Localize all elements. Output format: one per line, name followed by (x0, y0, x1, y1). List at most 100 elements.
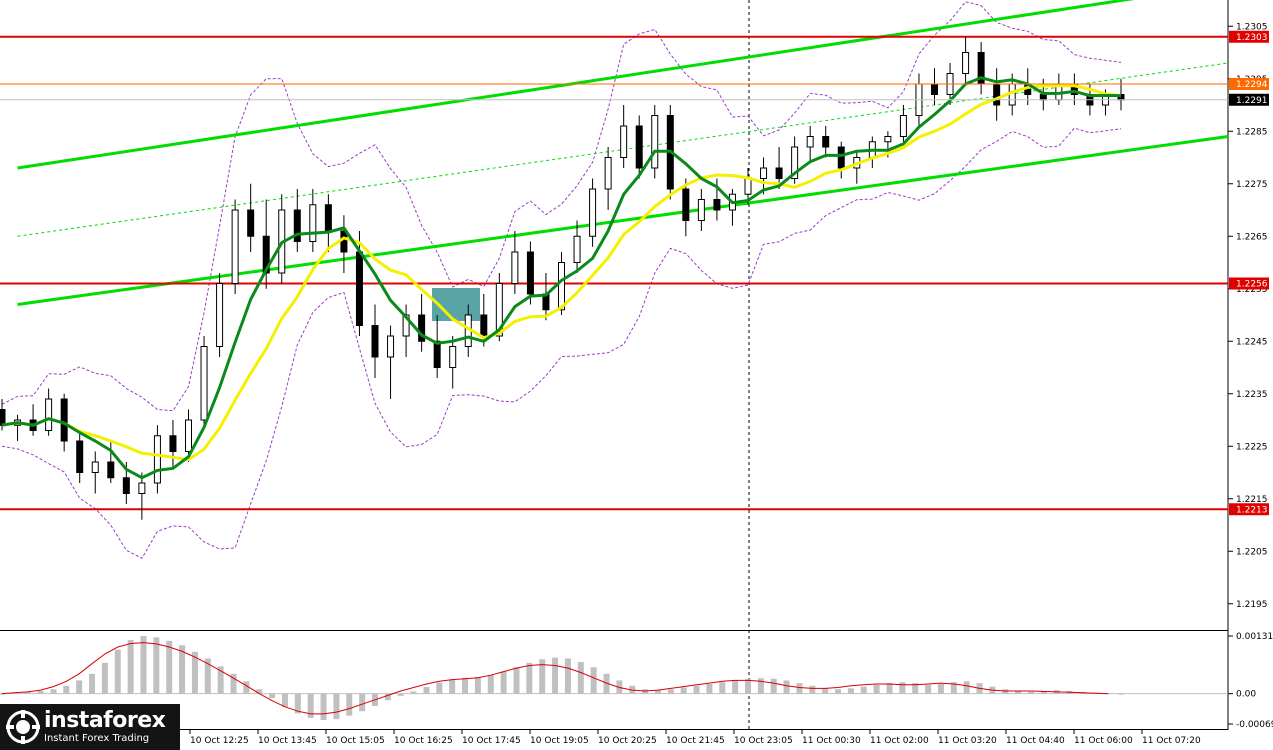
candle (791, 136, 799, 184)
candle-body (589, 188, 597, 237)
histogram-bar (937, 683, 944, 694)
histogram-bar (217, 666, 224, 694)
main-panel: 1.23051.22951.22851.22751.22651.22551.22… (0, 0, 1269, 730)
candle-body (309, 204, 317, 242)
time-tick-label: 11 Oct 06:00 (1074, 736, 1133, 746)
candle-body (775, 167, 783, 179)
price-badge-label: 1.2294 (1236, 80, 1268, 90)
price-badge-label: 1.2291 (1236, 96, 1268, 106)
brand-tagline: Instant Forex Trading (44, 733, 150, 744)
histogram-bar (552, 657, 559, 694)
time-tick-label: 10 Oct 13:45 (258, 736, 317, 746)
candle (697, 189, 705, 231)
candle-body (713, 199, 721, 211)
candle-body (0, 409, 6, 426)
candle (651, 105, 659, 179)
candle-body (558, 262, 565, 311)
candle-body (293, 209, 301, 242)
time-tick-label: 10 Oct 15:05 (326, 736, 385, 746)
histogram-bar (539, 659, 546, 694)
candle-body (511, 251, 519, 284)
histogram-bar (1118, 693, 1124, 695)
candle-body (651, 115, 659, 169)
histogram-bar (719, 682, 726, 694)
time-tick-label: 11 Oct 03:20 (938, 736, 997, 746)
price-tick-label: 1.2285 (1236, 127, 1268, 137)
price-tick-label: 1.2215 (1236, 495, 1268, 505)
candle-body (247, 209, 255, 237)
price-tick-label: 1.2305 (1236, 22, 1268, 32)
candle (573, 220, 581, 273)
support-resistance-levels: 1.2303 1.2256 1.2213 (0, 30, 1269, 516)
candle-body (604, 157, 612, 190)
candle (231, 199, 239, 294)
time-tick-label: 10 Oct 23:05 (734, 736, 793, 746)
histogram-bar (1105, 693, 1112, 695)
fast-moving-average (1, 76, 1122, 480)
time-tick-label: 11 Oct 02:00 (870, 736, 929, 746)
candle-body (760, 167, 768, 179)
histogram-bar (462, 677, 469, 694)
candle-body (324, 204, 332, 232)
histogram-bar (500, 671, 507, 694)
histogram-bar (757, 678, 764, 694)
price-tick-label: 1.2255 (1236, 285, 1268, 295)
brand-logo: instaforex Instant Forex Trading (0, 704, 180, 750)
slow-moving-average (1, 84, 1122, 462)
candle-body (169, 435, 177, 452)
histogram-bar (667, 689, 674, 694)
candle (806, 126, 814, 163)
histogram-bar (886, 683, 893, 694)
histogram-bar (204, 658, 211, 694)
histogram-bar (487, 675, 494, 694)
moving-averages (1, 76, 1122, 480)
histogram-bar (963, 681, 970, 694)
histogram-bar (732, 680, 739, 694)
time-axis-ticks: 10 Oct 12:25 10 Oct 13:45 10 Oct 15:05 10 O… (189, 730, 1201, 746)
candle (433, 315, 441, 378)
osc-tick-label: 0.00131 (1236, 632, 1273, 642)
histogram-bar (294, 693, 301, 714)
histogram-bar (76, 680, 83, 694)
candle-body (107, 461, 115, 479)
histogram-bar (590, 667, 597, 694)
candle (293, 189, 301, 252)
histogram-bar (577, 661, 584, 694)
histogram-bar (243, 681, 250, 694)
candle-body (340, 230, 348, 253)
level-badge-label: 1.2256 (1236, 280, 1268, 290)
candle (76, 430, 84, 483)
candle-body (744, 178, 752, 195)
candle-body (122, 477, 130, 494)
histogram-bar (140, 636, 147, 694)
price-tick-label: 1.2205 (1236, 547, 1268, 557)
histogram-bar (359, 693, 366, 712)
candle (558, 252, 565, 315)
candle (962, 36, 970, 84)
candle-body (449, 346, 457, 368)
candle (449, 336, 457, 389)
channel-line (17, 0, 1135, 170)
histogram-bar (436, 682, 443, 694)
histogram-bar (745, 679, 751, 694)
candle-body (899, 115, 907, 137)
candle (309, 189, 317, 252)
candle (775, 147, 783, 189)
oscillator-axis-ticks: 0.00131 0.00 -0.00069 (1228, 632, 1273, 730)
candle (760, 157, 768, 195)
histogram-bar (873, 684, 880, 694)
candle-body (200, 346, 208, 421)
brand-mark-icon (6, 710, 40, 744)
histogram-bar (114, 649, 121, 694)
candle (138, 472, 146, 520)
histogram-bar (166, 640, 173, 694)
candle-body (76, 440, 84, 473)
candle (589, 178, 597, 247)
time-tick-label: 11 Oct 07:20 (1142, 736, 1201, 746)
candle (682, 178, 690, 237)
histogram-bar (307, 693, 314, 718)
histogram-bar (950, 682, 957, 694)
histogram-bar (925, 684, 932, 694)
time-tick-label: 11 Oct 00:30 (802, 736, 861, 746)
